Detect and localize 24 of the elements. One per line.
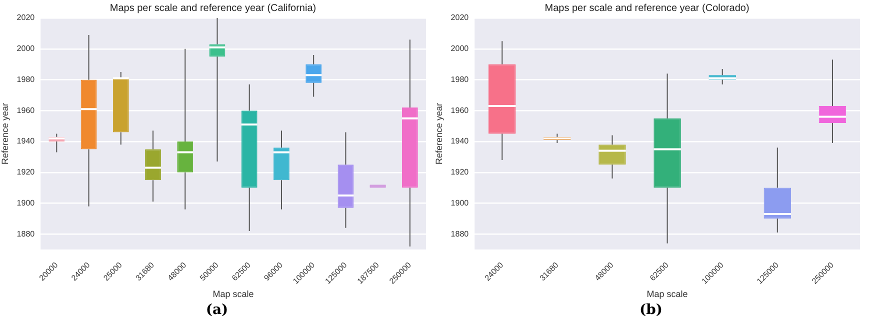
y-tick-label: 1920 (450, 168, 470, 177)
y-tick-label: 1960 (450, 106, 470, 115)
y-tick-label: 1900 (16, 198, 36, 208)
y-tick-label: 1920 (16, 168, 36, 177)
x-axis-title: Map scale (646, 289, 688, 300)
y-tick-label: 1940 (16, 136, 36, 146)
y-tick-label: 1880 (450, 229, 470, 238)
x-axis-title: Map scale (212, 289, 254, 300)
y-tick-label: 2000 (16, 44, 36, 54)
y-tick-label: 1880 (16, 229, 36, 238)
text: (a) (204, 302, 230, 318)
y-tick-label: 2020 (450, 13, 470, 22)
y-tick-label: 1940 (450, 136, 470, 146)
y-tick-label: 1960 (16, 106, 36, 115)
text: (b) (638, 302, 664, 318)
y-tick-label: 1980 (16, 74, 36, 84)
y-tick-label: 1900 (450, 198, 470, 208)
y-tick-label: 2020 (16, 13, 36, 22)
y-axis-title: Reference year (434, 102, 444, 165)
y-axis-title: Reference year (0, 102, 10, 165)
y-tick-label: 2000 (450, 44, 470, 54)
y-tick-label: 1980 (450, 74, 470, 84)
chart-title: Maps per scale and reference year (Colorado) (544, 2, 750, 14)
chart-title: Maps per scale and reference year (California) (110, 2, 316, 14)
